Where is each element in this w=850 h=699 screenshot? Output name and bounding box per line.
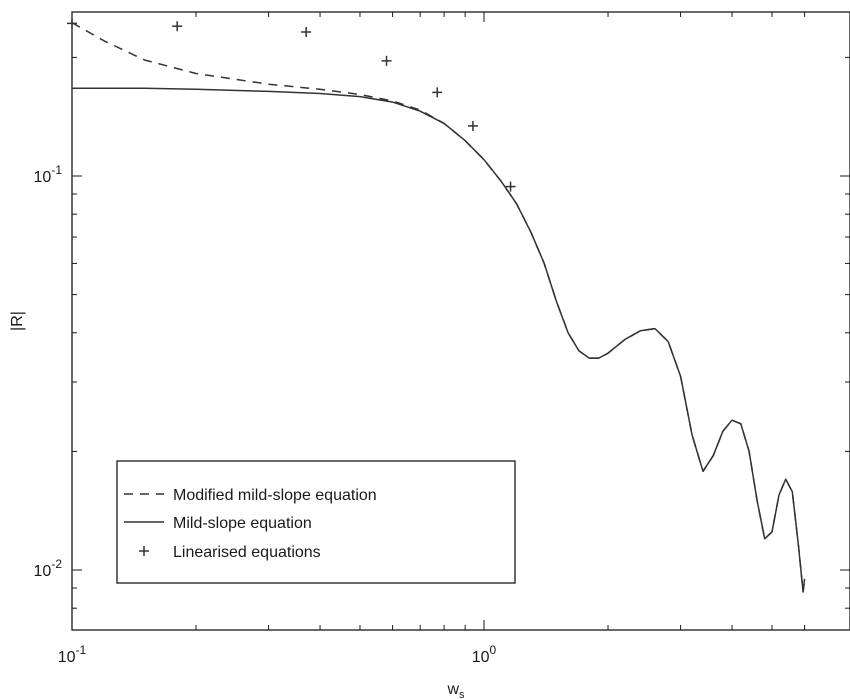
- data-point-plus: [467, 120, 478, 131]
- legend-box: [116, 460, 516, 584]
- y-axis-label: |R|: [9, 311, 26, 331]
- data-point-plus: [505, 181, 516, 192]
- legend-label-linearised: Linearised equations: [173, 544, 321, 561]
- plot-frame: [71, 11, 850, 631]
- mild-slope-line: [72, 87, 806, 593]
- axis-ticks: [71, 12, 850, 630]
- data-point-plus: [67, 18, 77, 29]
- series-layer: [67, 18, 806, 593]
- x-axis-label: ws: [446, 681, 465, 699]
- y-tick-label-1: 10-1: [34, 163, 63, 186]
- legend-plus-marker: [139, 546, 149, 556]
- data-point-plus: [172, 21, 183, 32]
- data-point-plus: [301, 26, 312, 37]
- legend-label-mild: Mild-slope equation: [173, 515, 312, 532]
- data-point-plus: [381, 55, 392, 66]
- y-tick-label-0: 10-2: [34, 557, 63, 580]
- x-tick-label-1: 100: [472, 643, 497, 666]
- data-point-plus: [432, 87, 443, 98]
- legend-label-modified: Modified mild-slope equation: [173, 487, 377, 504]
- legend: Modified mild-slope equation Mild-slope …: [116, 460, 516, 584]
- x-tick-label-0: 10-1: [58, 643, 87, 666]
